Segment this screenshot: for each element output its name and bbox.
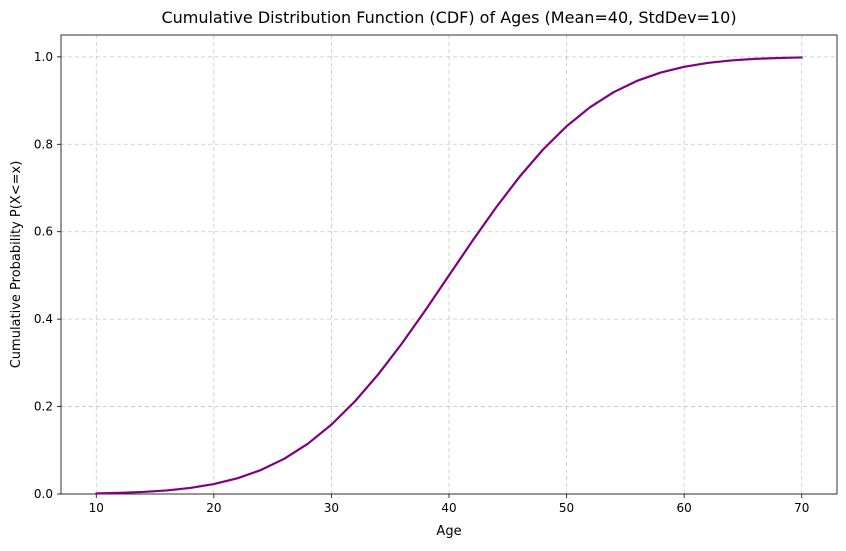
y-tick-label: 1.0: [34, 50, 53, 64]
x-tick-label: 10: [89, 501, 104, 515]
y-axis-label: Cumulative Probability P(X<=x): [9, 161, 24, 369]
y-tick-label: 0.6: [34, 225, 53, 239]
y-tick-label: 0.2: [34, 400, 53, 414]
grid-lines: [61, 35, 837, 495]
x-tick-label: 40: [441, 501, 456, 515]
y-tick-label: 0.8: [34, 137, 53, 151]
y-tick-label: 0.4: [34, 312, 53, 326]
x-tick-label: 60: [677, 501, 692, 515]
y-tick-label: 0.0: [34, 487, 53, 501]
x-tick-label: 30: [324, 501, 339, 515]
x-tick-label: 50: [559, 501, 574, 515]
plot-area-frame: [60, 34, 838, 495]
x-tick-label: 20: [206, 501, 221, 515]
chart-title: Cumulative Distribution Function (CDF) o…: [161, 8, 736, 27]
axis-ticks: 10 20 30 40 50 60 70 0.0 0.2 0.4 0.6 0.8 1.0: [34, 50, 809, 515]
data-series: [95, 56, 803, 495]
cdf-series-line: [95, 56, 803, 495]
x-tick-label: 70: [794, 501, 809, 515]
x-axis-label: Age: [436, 524, 461, 539]
